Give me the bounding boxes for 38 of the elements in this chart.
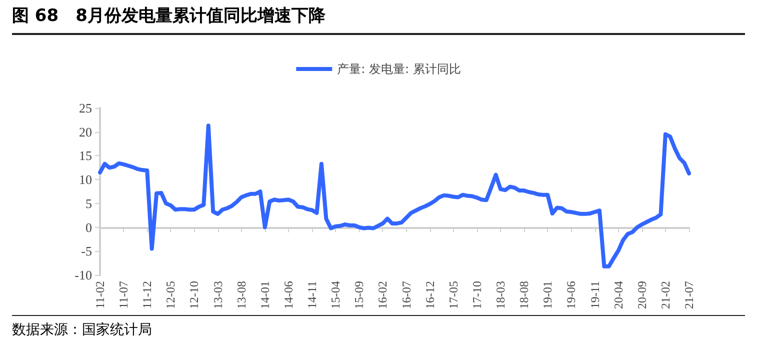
x-tick-label: 14-01 [258,281,272,310]
chart-title: 图 68 8月份发电量累计值同比增速下降 [12,4,745,35]
source-note: 数据来源：国家统计局 [12,315,745,339]
x-tick-label: 18-08 [517,281,532,310]
x-tick-label: 14-06 [281,281,296,310]
x-tick-label: 21-02 [658,281,672,310]
x-tick-label: 15-09 [352,281,366,310]
x-tick-label: 16-02 [376,281,390,310]
x-tick-label: 19-01 [540,281,555,310]
y-tick-label: 20 [79,124,92,140]
x-tick-label: 11-07 [116,281,131,309]
x-tick-label: 11-02 [93,281,107,309]
x-tick-label: 20-04 [611,281,626,310]
y-tick-label: 25 [79,100,92,116]
x-tick-label: 17-05 [446,281,460,310]
y-tick-label: 15 [79,148,92,164]
y-tick-label: 10 [79,172,92,188]
x-tick-label: 13-08 [234,281,248,310]
x-tick-label: 21-07 [682,281,696,310]
x-tick-label: 15-04 [328,281,343,310]
x-tick-label: 11-12 [140,281,154,309]
x-tick-label: 14-11 [305,281,320,309]
x-tick-label: 19-06 [564,281,578,310]
x-tick-label: 18-03 [494,281,508,310]
x-tick-label: 17-10 [470,281,484,310]
x-tick-label: 16-07 [399,281,414,310]
x-tick-label: 19-11 [588,281,602,309]
x-tick-label: 16-12 [422,281,437,310]
x-tick-label: 20-09 [634,281,649,310]
y-tick-label: 0 [86,220,92,235]
legend-label: 产量: 发电量: 累计同比 [337,62,461,76]
x-tick-label: 12-05 [164,281,178,310]
line-series [98,124,691,268]
x-tick-label: 13-03 [210,281,225,310]
y-tick-label: -5 [81,244,92,259]
x-tick-label: 12-10 [187,281,202,310]
y-tick-label: 5 [86,196,92,211]
y-tick-label: -10 [74,268,92,283]
